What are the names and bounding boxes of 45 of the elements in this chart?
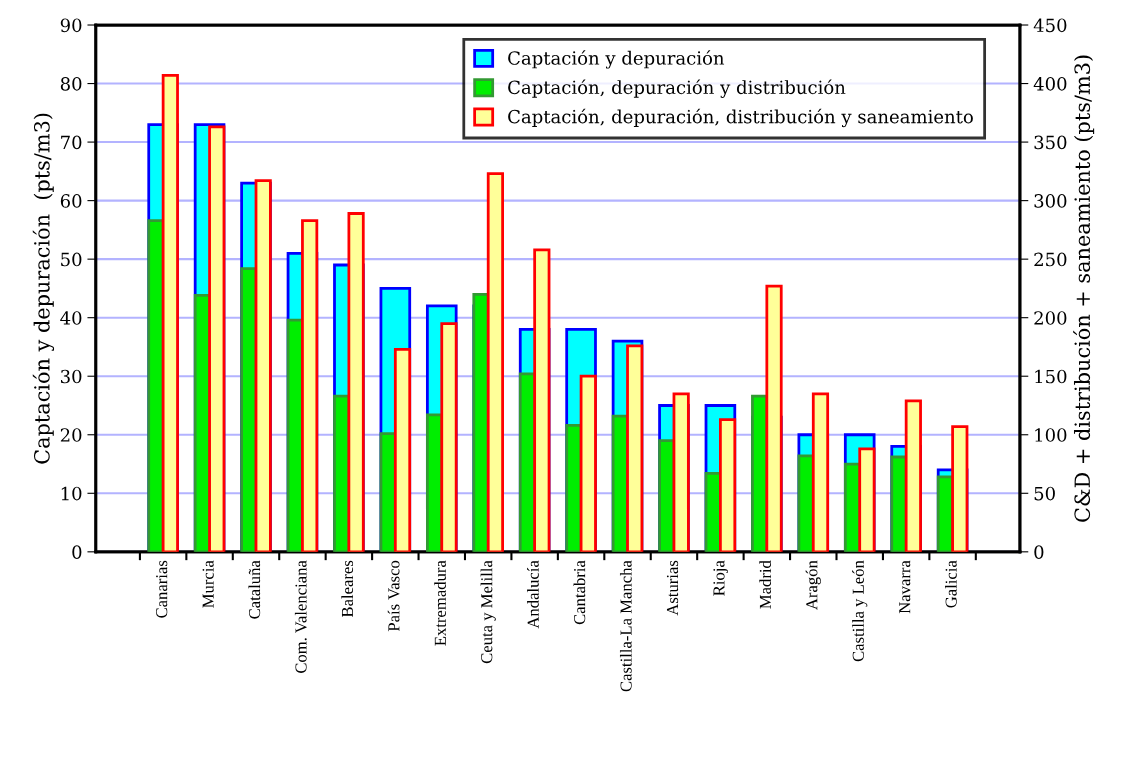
x-tick-label: Ceuta y Melilla: [480, 560, 496, 664]
y2-tick-label: 200: [1034, 311, 1067, 325]
y2-tick-label: 0: [1034, 545, 1044, 559]
legend-label: Captación, depuración, distribución y saneamiento: [508, 108, 973, 128]
y-tick-label: 0: [72, 545, 82, 559]
x-tick-label: Andalucía: [527, 560, 539, 629]
x-tick-label: País Vasco: [387, 560, 400, 632]
y-tick-label: 70: [61, 135, 82, 150]
y2-tick-label: 50: [1034, 486, 1055, 501]
x-tick-label: Cantabria: [573, 560, 586, 625]
x-tick-label: Cataluña: [248, 560, 261, 619]
y2-tick-label: 400: [1033, 77, 1067, 91]
y2-tick-label: 100: [1035, 428, 1067, 442]
y-tick-label: 20: [60, 428, 82, 442]
y2-tick-label: 250: [1034, 252, 1067, 267]
x-tick-label: Madrid: [759, 560, 772, 609]
x-tick-label: Canarias: [156, 560, 168, 618]
x-tick-label: Murcia: [202, 560, 214, 608]
x-tick-label: Com. Valenciana: [294, 560, 307, 674]
y-tick-label: 10: [61, 486, 82, 501]
y2-tick-label: 350: [1034, 135, 1067, 150]
x-tick-label: Extremadura: [434, 560, 446, 646]
x-tick-label: Rioja: [713, 560, 728, 596]
x-tick-label: Aragón: [805, 560, 821, 610]
y-axis-title: Captación y depuración (pts/m3): [32, 113, 55, 464]
bar: [486, 172, 504, 552]
y2-tick-label: 300: [1034, 194, 1067, 208]
y-tick-label: 90: [60, 18, 82, 33]
x-tick-label: Baleares: [341, 560, 354, 618]
y2-axis-title: C&D + distribución + saneamiento (pts/m3): [1073, 55, 1095, 522]
y-tick-label: 80: [60, 77, 82, 91]
x-tick-label: Navarra: [899, 560, 911, 614]
bar: [765, 284, 783, 552]
legend-label: Captación, depuración y distribución: [508, 79, 846, 98]
legend-label: Captación y depuración: [508, 50, 725, 69]
y-tick-label: 30: [61, 369, 82, 384]
y2-tick-label: 450: [1033, 18, 1067, 33]
y-tick-label: 50: [61, 252, 82, 267]
x-tick-label: Castilla-La Mancha: [619, 560, 632, 692]
y-tick-label: 40: [60, 311, 82, 325]
y2-tick-label: 150: [1035, 369, 1067, 384]
x-tick-label: Galicia: [945, 560, 957, 608]
x-tick-label: Castilla y León: [852, 560, 868, 662]
y-tick-label: 60: [60, 194, 82, 208]
x-tick-label: Asturias: [666, 560, 679, 616]
